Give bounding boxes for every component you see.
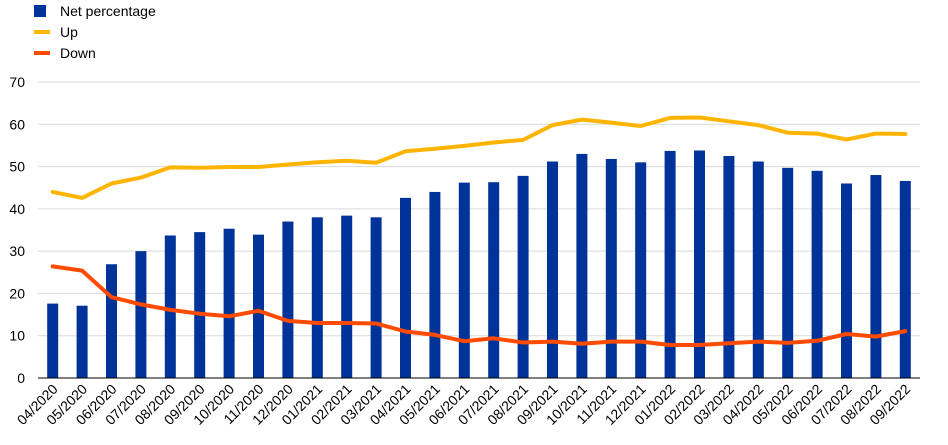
bar <box>135 251 147 378</box>
bar <box>458 182 470 378</box>
bar <box>311 217 323 378</box>
legend-label-net-percentage: Net percentage <box>60 2 156 19</box>
y-tick-label: 70 <box>9 74 25 90</box>
bar <box>106 264 117 378</box>
bar <box>76 305 88 378</box>
bar <box>694 150 705 378</box>
bar <box>370 217 382 378</box>
bar <box>723 156 735 378</box>
bar <box>517 175 529 378</box>
bar <box>547 161 558 378</box>
bar <box>811 170 823 378</box>
legend-item-net-percentage: Net percentage <box>34 0 156 21</box>
bar <box>429 191 441 378</box>
y-tick-label: 40 <box>9 201 25 217</box>
bar <box>47 303 59 378</box>
legend-label-up: Up <box>60 23 78 40</box>
legend-label-down: Down <box>60 44 96 61</box>
bar <box>841 183 852 378</box>
bar <box>400 197 411 378</box>
bar <box>253 234 264 378</box>
bar <box>635 162 647 378</box>
y-tick-label: 50 <box>9 159 25 175</box>
bar <box>223 228 235 378</box>
y-tick-label: 20 <box>9 285 25 301</box>
bar <box>870 175 882 378</box>
legend-swatch-up <box>34 29 50 34</box>
legend-swatch-net-percentage <box>34 4 46 17</box>
bar <box>576 153 588 378</box>
bar <box>164 235 176 378</box>
y-tick-label: 30 <box>9 243 25 259</box>
legend: Net percentage Up Down <box>34 0 156 63</box>
series-line <box>50 115 908 200</box>
y-tick-label: 60 <box>9 116 25 132</box>
legend-swatch-down <box>34 50 50 55</box>
bar <box>664 150 676 378</box>
legend-item-up: Up <box>34 21 156 42</box>
bar <box>605 158 617 378</box>
series-line <box>50 264 908 347</box>
bar <box>782 167 794 378</box>
bar <box>752 161 764 378</box>
legend-item-down: Down <box>34 42 156 63</box>
bar <box>899 180 911 378</box>
bar <box>282 221 294 378</box>
y-tick-label: 10 <box>9 328 25 344</box>
bar <box>194 232 206 378</box>
y-tick-label: 0 <box>17 370 25 386</box>
bar <box>488 182 500 378</box>
bar <box>341 215 353 378</box>
